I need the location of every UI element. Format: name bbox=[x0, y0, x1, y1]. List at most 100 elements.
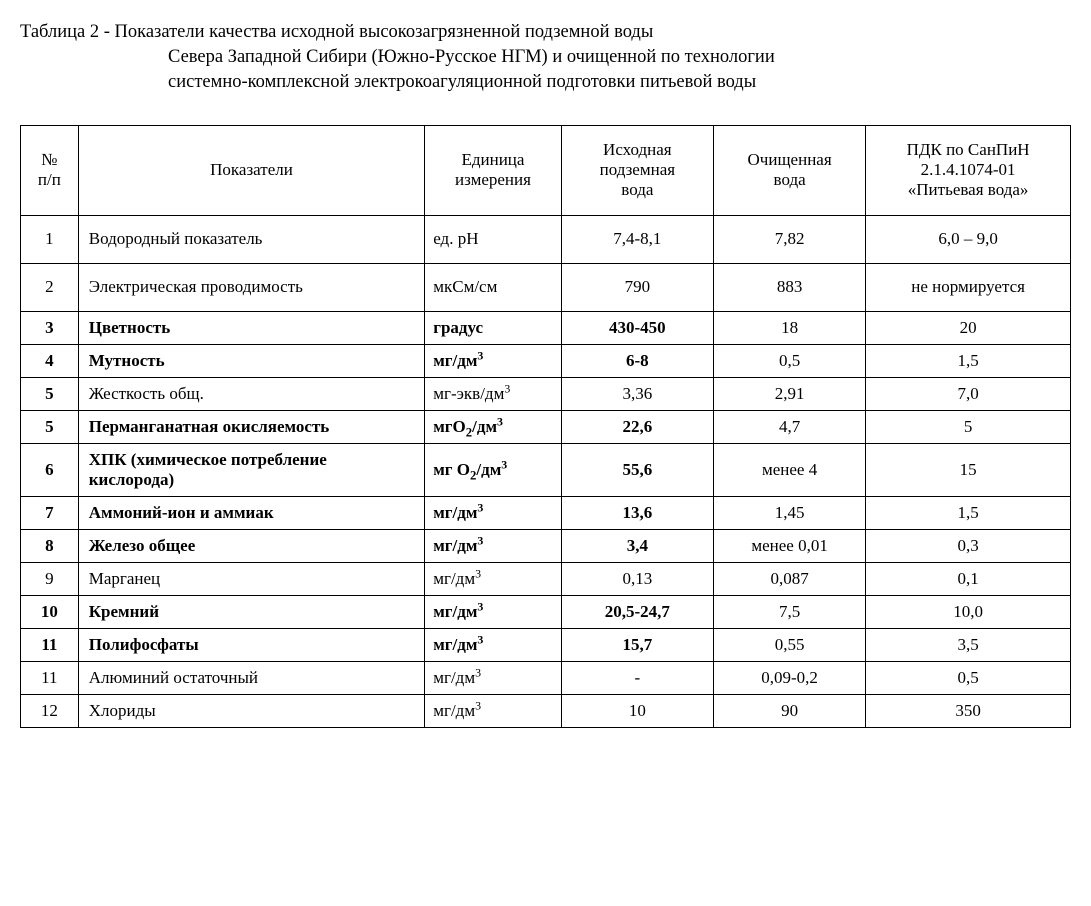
header-num: №п/п bbox=[21, 125, 79, 215]
table-header-row: №п/п Показатели Единицаизмерения Исходна… bbox=[21, 125, 1071, 215]
cell-unit: мг/дм3 bbox=[425, 529, 562, 562]
cell-pdk: 350 bbox=[866, 694, 1071, 727]
cell-unit: мг/дм3 bbox=[425, 496, 562, 529]
cell-raw: - bbox=[561, 661, 713, 694]
header-param: Показатели bbox=[78, 125, 424, 215]
cell-clean: 1,45 bbox=[713, 496, 865, 529]
cell-clean: 0,5 bbox=[713, 344, 865, 377]
cell-num: 11 bbox=[21, 661, 79, 694]
table-row: 10Кремниймг/дм320,5-24,77,510,0 bbox=[21, 595, 1071, 628]
cell-pdk: 0,3 bbox=[866, 529, 1071, 562]
cell-pdk: 1,5 bbox=[866, 344, 1071, 377]
cell-pdk: 15 bbox=[866, 443, 1071, 496]
cell-unit: мг/дм3 bbox=[425, 628, 562, 661]
header-pdk: ПДК по СанПиН2.1.4.1074-01«Питьевая вода… bbox=[866, 125, 1071, 215]
cell-raw: 13,6 bbox=[561, 496, 713, 529]
table-title: Таблица 2 - Показатели качества исходной… bbox=[20, 20, 1071, 95]
cell-clean: 2,91 bbox=[713, 377, 865, 410]
cell-raw: 7,4-8,1 bbox=[561, 215, 713, 263]
cell-clean: 0,55 bbox=[713, 628, 865, 661]
table-row: 5Жесткость общ.мг-экв/дм33,362,917,0 bbox=[21, 377, 1071, 410]
header-raw: Исходнаяподземнаявода bbox=[561, 125, 713, 215]
table-row: 6ХПК (химическое потребление кислорода)м… bbox=[21, 443, 1071, 496]
cell-param: Водородный показатель bbox=[78, 215, 424, 263]
cell-param: Хлориды bbox=[78, 694, 424, 727]
cell-raw: 3,4 bbox=[561, 529, 713, 562]
cell-num: 9 bbox=[21, 562, 79, 595]
cell-num: 4 bbox=[21, 344, 79, 377]
cell-unit: градус bbox=[425, 311, 562, 344]
cell-pdk: 1,5 bbox=[866, 496, 1071, 529]
cell-unit: мг/дм3 bbox=[425, 562, 562, 595]
cell-num: 6 bbox=[21, 443, 79, 496]
table-row: 1Водородный показательед. pH7,4-8,17,826… bbox=[21, 215, 1071, 263]
cell-unit: мг/дм3 bbox=[425, 344, 562, 377]
cell-clean: менее 0,01 bbox=[713, 529, 865, 562]
cell-num: 5 bbox=[21, 410, 79, 443]
cell-param: Аммоний-ион и аммиак bbox=[78, 496, 424, 529]
cell-pdk: 0,1 bbox=[866, 562, 1071, 595]
cell-pdk: не нормируется bbox=[866, 263, 1071, 311]
cell-num: 10 bbox=[21, 595, 79, 628]
table-row: 8Железо общеемг/дм33,4менее 0,010,3 bbox=[21, 529, 1071, 562]
water-quality-table: №п/п Показатели Единицаизмерения Исходна… bbox=[20, 125, 1071, 728]
table-row: 9Марганецмг/дм30,130,0870,1 bbox=[21, 562, 1071, 595]
table-row: 3Цветностьградус430-4501820 bbox=[21, 311, 1071, 344]
cell-clean: 18 bbox=[713, 311, 865, 344]
cell-param: Электрическая проводимость bbox=[78, 263, 424, 311]
cell-param: Кремний bbox=[78, 595, 424, 628]
title-line-3: системно-комплексной электрокоагуляционн… bbox=[20, 70, 1071, 95]
cell-pdk: 5 bbox=[866, 410, 1071, 443]
cell-unit: мг/дм3 bbox=[425, 595, 562, 628]
cell-clean: менее 4 bbox=[713, 443, 865, 496]
cell-param: Полифосфаты bbox=[78, 628, 424, 661]
cell-clean: 4,7 bbox=[713, 410, 865, 443]
cell-pdk: 0,5 bbox=[866, 661, 1071, 694]
table-row: 2Электрическая проводимостьмкСм/см790883… bbox=[21, 263, 1071, 311]
cell-raw: 15,7 bbox=[561, 628, 713, 661]
cell-num: 2 bbox=[21, 263, 79, 311]
header-unit: Единицаизмерения bbox=[425, 125, 562, 215]
cell-num: 3 bbox=[21, 311, 79, 344]
cell-clean: 90 bbox=[713, 694, 865, 727]
cell-unit: мг/дм3 bbox=[425, 661, 562, 694]
cell-raw: 430-450 bbox=[561, 311, 713, 344]
cell-num: 7 bbox=[21, 496, 79, 529]
cell-pdk: 10,0 bbox=[866, 595, 1071, 628]
cell-clean: 0,087 bbox=[713, 562, 865, 595]
cell-unit: мг/дм3 bbox=[425, 694, 562, 727]
title-line-1: Таблица 2 - Показатели качества исходной… bbox=[20, 20, 1071, 45]
table-row: 5Перманганатная окисляемостьмгO2/дм322,6… bbox=[21, 410, 1071, 443]
cell-clean: 7,5 bbox=[713, 595, 865, 628]
table-row: 7Аммоний-ион и аммиакмг/дм313,61,451,5 bbox=[21, 496, 1071, 529]
cell-num: 1 bbox=[21, 215, 79, 263]
cell-pdk: 7,0 bbox=[866, 377, 1071, 410]
cell-param: Цветность bbox=[78, 311, 424, 344]
cell-raw: 10 bbox=[561, 694, 713, 727]
cell-raw: 6-8 bbox=[561, 344, 713, 377]
cell-num: 8 bbox=[21, 529, 79, 562]
cell-param: Жесткость общ. bbox=[78, 377, 424, 410]
cell-num: 11 bbox=[21, 628, 79, 661]
cell-param: ХПК (химическое потребление кислорода) bbox=[78, 443, 424, 496]
cell-param: Марганец bbox=[78, 562, 424, 595]
cell-raw: 22,6 bbox=[561, 410, 713, 443]
cell-raw: 3,36 bbox=[561, 377, 713, 410]
table-body: 1Водородный показательед. pH7,4-8,17,826… bbox=[21, 215, 1071, 727]
cell-param: Перманганатная окисляемость bbox=[78, 410, 424, 443]
cell-unit: мг O2/дм3 bbox=[425, 443, 562, 496]
cell-clean: 883 bbox=[713, 263, 865, 311]
cell-unit: ед. pH bbox=[425, 215, 562, 263]
cell-raw: 20,5-24,7 bbox=[561, 595, 713, 628]
cell-raw: 55,6 bbox=[561, 443, 713, 496]
cell-raw: 790 bbox=[561, 263, 713, 311]
header-clean: Очищеннаявода bbox=[713, 125, 865, 215]
cell-param: Алюминий остаточный bbox=[78, 661, 424, 694]
title-line-2: Севера Западной Сибири (Южно-Русское НГМ… bbox=[20, 45, 1071, 70]
cell-num: 5 bbox=[21, 377, 79, 410]
cell-pdk: 6,0 – 9,0 bbox=[866, 215, 1071, 263]
table-row: 11Алюминий остаточныймг/дм3-0,09-0,20,5 bbox=[21, 661, 1071, 694]
cell-unit: мг-экв/дм3 bbox=[425, 377, 562, 410]
cell-unit: мгO2/дм3 bbox=[425, 410, 562, 443]
cell-unit: мкСм/см bbox=[425, 263, 562, 311]
